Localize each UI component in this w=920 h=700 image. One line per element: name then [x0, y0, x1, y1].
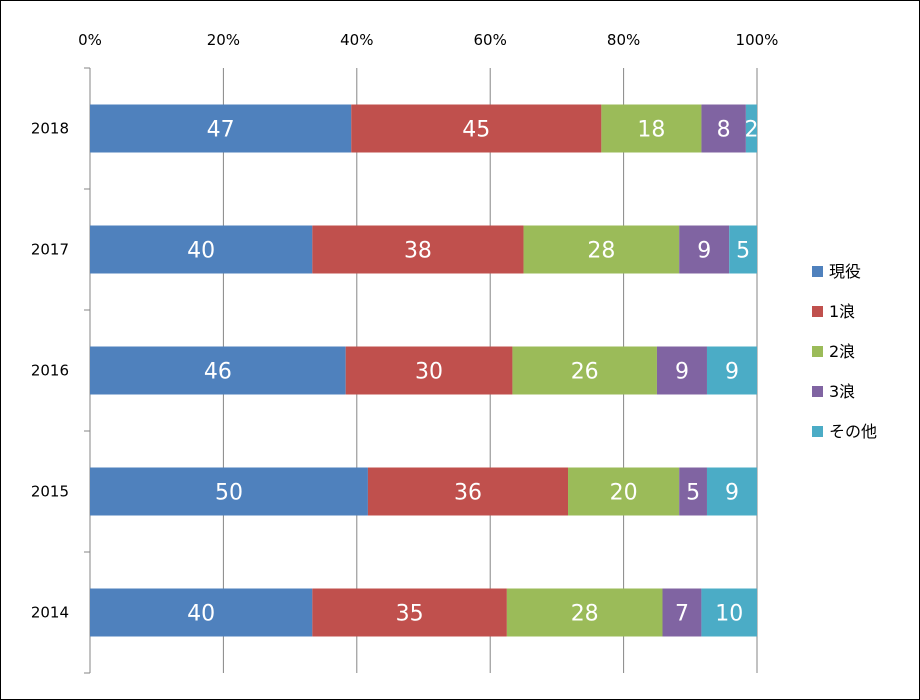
data-label: 18 — [637, 118, 665, 143]
data-label: 5 — [736, 239, 750, 264]
data-label: 40 — [187, 602, 215, 627]
bar-segment — [90, 467, 368, 516]
bar-segment — [506, 588, 663, 637]
data-label: 35 — [396, 602, 424, 627]
bar-segment — [312, 588, 507, 637]
bar-segment — [345, 346, 513, 395]
x-tick-label: 20% — [207, 31, 240, 49]
bar-segment — [679, 467, 707, 516]
legend-label: その他 — [829, 422, 877, 441]
data-label: 26 — [571, 360, 599, 385]
bar-segment — [729, 225, 757, 274]
legend-label: 1浪 — [829, 302, 855, 321]
data-label: 40 — [187, 239, 215, 264]
legend-label: 現役 — [829, 262, 861, 281]
data-label: 47 — [207, 118, 235, 143]
bar-segment — [523, 225, 680, 274]
data-label: 46 — [204, 360, 232, 385]
legend-swatch — [812, 346, 823, 357]
data-label: 9 — [725, 481, 739, 506]
legend-swatch — [812, 266, 823, 277]
data-label: 36 — [454, 481, 482, 506]
data-label: 9 — [725, 360, 739, 385]
bar-segment — [351, 104, 602, 153]
bar-segment — [367, 467, 569, 516]
bar-segment — [90, 588, 313, 637]
legend-label: 2浪 — [829, 342, 855, 361]
x-tick-label: 60% — [474, 31, 507, 49]
data-label: 20 — [610, 481, 638, 506]
x-tick-labels: 0% 20% 40% 60% 80% 100% — [78, 31, 778, 49]
bar-segment — [745, 104, 757, 153]
bar-segment — [601, 104, 702, 153]
bar-segment — [706, 467, 757, 516]
data-label: 28 — [587, 239, 615, 264]
bar-segment — [90, 225, 313, 274]
data-label: 7 — [675, 602, 689, 627]
bar-segment — [90, 346, 346, 395]
category-label: 2014 — [31, 604, 69, 622]
bar-segment — [701, 588, 757, 637]
x-tick-label: 40% — [340, 31, 373, 49]
bar-segment — [512, 346, 657, 395]
bar-segment — [568, 467, 680, 516]
data-label: 30 — [415, 360, 443, 385]
bar-segment — [679, 225, 730, 274]
legend-swatch — [812, 306, 823, 317]
data-label: 10 — [715, 602, 743, 627]
data-label: 5 — [686, 481, 700, 506]
bar-segment — [312, 225, 524, 274]
category-axis — [84, 67, 91, 674]
bars: 47 45 18 8 240 38 28 9 546 30 26 9 950 36 20 5 940 35 28 7 1… — [90, 104, 758, 637]
bar-segment — [656, 346, 707, 395]
legend-label: 3浪 — [829, 382, 855, 401]
data-label: 8 — [717, 118, 731, 143]
category-label: 2015 — [31, 483, 69, 501]
bar-segment — [706, 346, 757, 395]
data-label: 45 — [462, 118, 490, 143]
data-label: 28 — [571, 602, 599, 627]
x-tick-label: 100% — [736, 31, 779, 49]
category-label: 2018 — [31, 120, 69, 138]
legend-swatch — [812, 386, 823, 397]
bar-segment — [701, 104, 746, 153]
data-label: 9 — [675, 360, 689, 385]
bar-segment — [662, 588, 702, 637]
category-label: 2017 — [31, 241, 69, 259]
data-label: 2 — [744, 118, 758, 143]
x-tick-label: 0% — [78, 31, 102, 49]
x-tick-label: 80% — [607, 31, 640, 49]
legend-swatch — [812, 426, 823, 437]
category-labels: 2018 2017 2016 2015 2014 — [31, 120, 69, 622]
data-label: 9 — [697, 239, 711, 264]
data-label: 38 — [404, 239, 432, 264]
category-label: 2016 — [31, 362, 69, 380]
bar-segment — [90, 104, 352, 153]
data-label: 50 — [215, 481, 243, 506]
